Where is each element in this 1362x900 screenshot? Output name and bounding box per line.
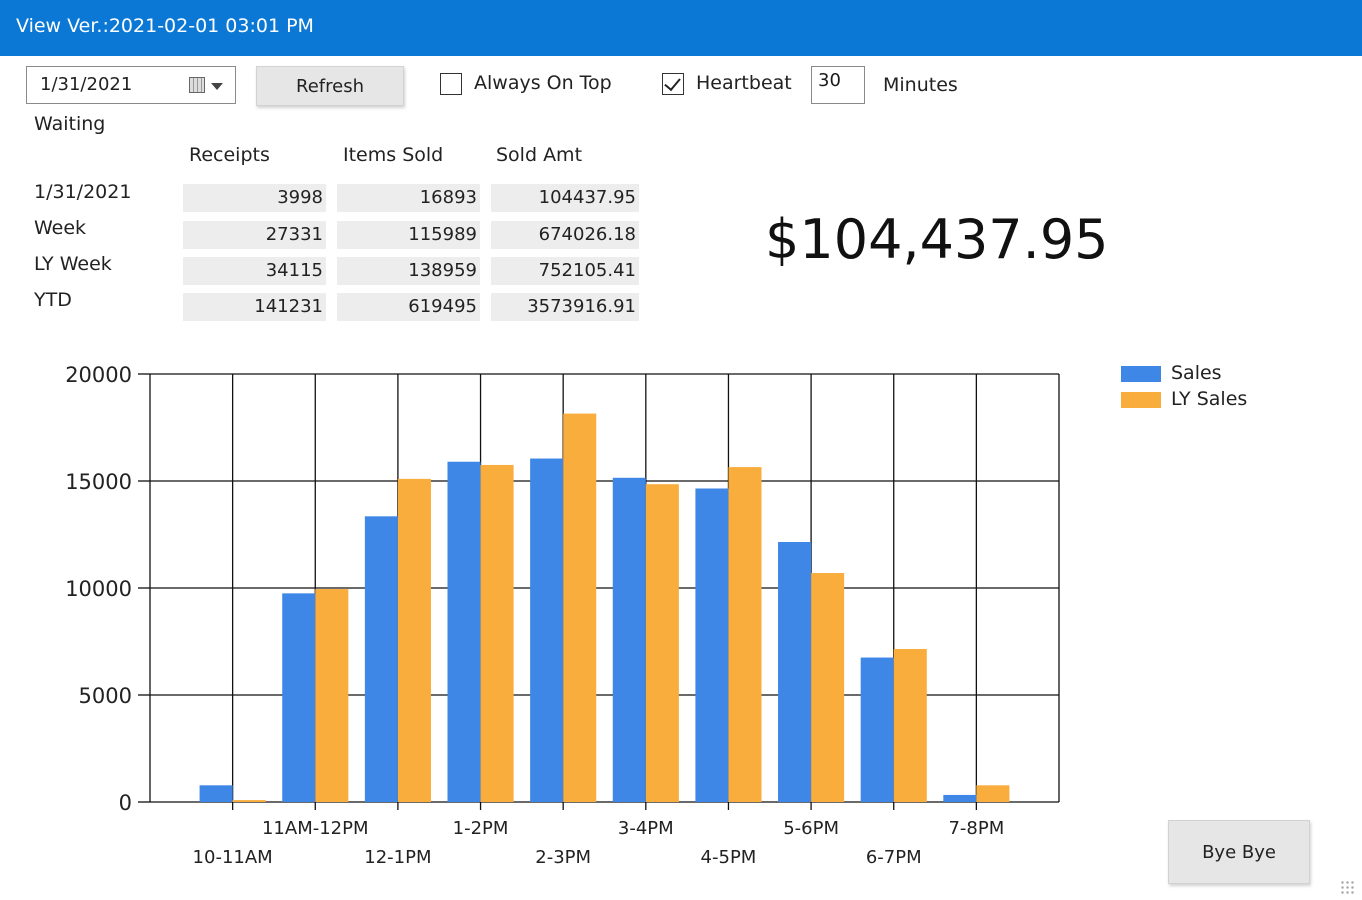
x-category-label: 3-4PM: [618, 818, 674, 839]
bar-sales: [860, 657, 894, 802]
interval-unit-label: Minutes: [883, 74, 958, 96]
legend-swatch-ly-sales: [1121, 392, 1161, 408]
window-title: View Ver.:2021-02-01 03:01 PM: [16, 15, 314, 37]
calendar-icon[interactable]: [189, 77, 205, 93]
bar-sales: [778, 541, 812, 802]
bar-sales: [447, 461, 481, 802]
bar-sales: [943, 794, 977, 802]
status-text: Waiting: [34, 113, 106, 135]
sold-amt-cell: 674026.18: [491, 221, 639, 249]
y-tick-label: 15000: [65, 470, 132, 494]
bar-ly-sales: [811, 573, 845, 802]
x-category-label: 5-6PM: [783, 818, 839, 839]
bar-ly-sales: [480, 464, 514, 802]
always-on-top-label[interactable]: Always On Top: [474, 72, 612, 94]
items-sold-cell: 115989: [337, 221, 480, 249]
legend-label-sales: Sales: [1171, 362, 1222, 384]
x-category-label: 12-1PM: [364, 847, 431, 868]
total-sales-display: $104,437.95: [765, 208, 1109, 271]
y-tick-label: 0: [119, 791, 132, 815]
checkmark-icon: [664, 73, 681, 92]
items-sold-cell: 16893: [337, 184, 480, 212]
bar-ly-sales: [563, 413, 597, 802]
x-category-label: 6-7PM: [866, 847, 922, 868]
sold-amt-cell: 752105.41: [491, 257, 639, 285]
bar-sales: [530, 458, 564, 802]
bar-sales: [282, 593, 316, 802]
bar-ly-sales: [893, 648, 927, 802]
bar-ly-sales: [645, 484, 679, 802]
resize-grip-icon[interactable]: [1340, 880, 1354, 894]
bar-sales: [364, 516, 398, 802]
bar-ly-sales: [232, 800, 266, 802]
bar-sales: [695, 488, 729, 802]
column-header-items-sold: Items Sold: [343, 144, 444, 166]
row-label: Week: [34, 217, 87, 239]
x-category-label: 1-2PM: [453, 818, 509, 839]
bar-sales: [612, 477, 646, 802]
heartbeat-checkbox[interactable]: [662, 73, 684, 95]
interval-input[interactable]: 30: [811, 66, 865, 104]
x-category-label: 10-11AM: [193, 847, 273, 868]
sold-amt-cell: 104437.95: [491, 184, 639, 212]
date-picker[interactable]: 1/31/2021: [26, 66, 236, 104]
x-category-label: 4-5PM: [701, 847, 757, 868]
bar-ly-sales: [728, 467, 762, 802]
always-on-top-checkbox[interactable]: [440, 73, 462, 95]
row-label: LY Week: [34, 253, 112, 275]
heartbeat-label[interactable]: Heartbeat: [696, 72, 792, 94]
y-tick-label: 10000: [65, 577, 132, 601]
receipts-cell: 27331: [183, 221, 326, 249]
row-label: 1/31/2021: [34, 181, 132, 203]
receipts-cell: 141231: [183, 293, 326, 321]
bar-ly-sales: [976, 785, 1010, 802]
column-header-receipts: Receipts: [189, 144, 270, 166]
items-sold-cell: 138959: [337, 257, 480, 285]
refresh-button[interactable]: Refresh: [256, 66, 404, 106]
bar-ly-sales: [397, 478, 431, 802]
chevron-down-icon[interactable]: [211, 83, 223, 90]
x-category-label: 11AM-12PM: [262, 818, 369, 839]
row-label: YTD: [34, 289, 72, 311]
items-sold-cell: 619495: [337, 293, 480, 321]
sold-amt-cell: 3573916.91: [491, 293, 639, 321]
receipts-cell: 3998: [183, 184, 326, 212]
x-category-label: 2-3PM: [535, 847, 591, 868]
column-header-sold-amt: Sold Amt: [496, 144, 583, 166]
bye-bye-button[interactable]: Bye Bye: [1168, 820, 1310, 884]
legend-label-ly-sales: LY Sales: [1171, 388, 1248, 410]
date-value: 1/31/2021: [40, 74, 133, 95]
y-tick-label: 5000: [79, 684, 132, 708]
y-tick-label: 20000: [65, 363, 132, 387]
receipts-cell: 34115: [183, 257, 326, 285]
x-category-label: 7-8PM: [948, 818, 1004, 839]
title-bar: View Ver.:2021-02-01 03:01 PM: [0, 0, 1362, 56]
bar-sales: [199, 785, 233, 802]
bar-ly-sales: [315, 589, 349, 802]
legend-swatch-sales: [1121, 366, 1161, 382]
